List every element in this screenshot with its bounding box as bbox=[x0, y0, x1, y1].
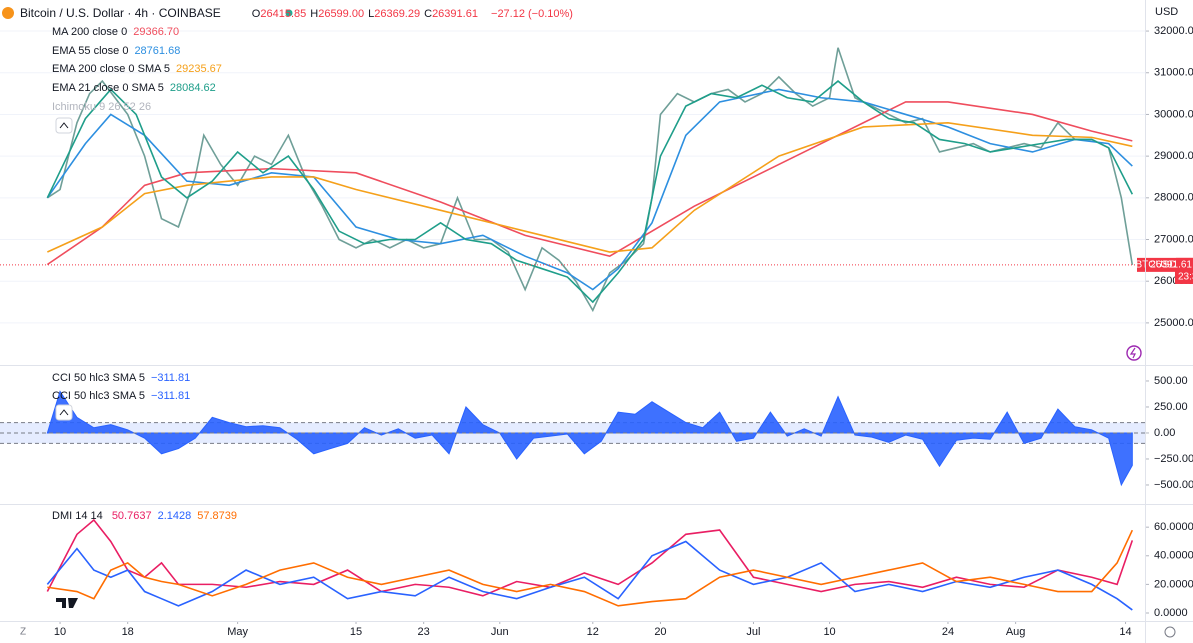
x-tick-label: 12 bbox=[587, 626, 599, 638]
pane: 500.00 250.00 0.00 −250.00 −500.00 bbox=[0, 375, 1193, 491]
ohlc-value: 26391.61 bbox=[432, 8, 478, 20]
legend-name: EMA 55 close 0 bbox=[52, 44, 129, 57]
price-tag-value: 26391.61 bbox=[1150, 260, 1192, 271]
series-line bbox=[46, 101, 1133, 266]
symbol-tag-text: BTCUSD bbox=[1135, 260, 1176, 271]
collapse-button[interactable] bbox=[55, 117, 73, 134]
legend-item: CCI 50 hlc3 SMA 5 −311.81 bbox=[52, 369, 196, 387]
y-tick-label: 60.0000 bbox=[1154, 521, 1193, 533]
y-tick-label: 40.0000 bbox=[1154, 550, 1193, 562]
series-line bbox=[47, 529, 1134, 607]
plot bbox=[0, 390, 1145, 487]
x-tick-label: 20 bbox=[654, 626, 666, 638]
x-tick-label: 18 bbox=[122, 626, 134, 638]
x-tick-label: Aug bbox=[1006, 626, 1026, 638]
x-tick-label: Jun bbox=[491, 626, 509, 638]
status-dot bbox=[285, 9, 293, 17]
legend-value: 29366.70 bbox=[133, 26, 180, 38]
y-tick-label: 500.00 bbox=[1154, 375, 1188, 387]
ohlc: O26415.85 H26599.00 L26369.29 C26391.61 bbox=[252, 8, 482, 20]
y-tick-label: 29000.00 bbox=[1154, 150, 1193, 162]
legend-item-hidden: Ichimoku 9 26 52 26 bbox=[52, 101, 152, 113]
dmi-title: DMI 14 14 bbox=[52, 510, 103, 522]
ohlc-label: O bbox=[251, 8, 261, 20]
legend-item: CCI 50 hlc3 SMA 5 −311.81 bbox=[52, 387, 196, 405]
timezone-button[interactable]: Z bbox=[20, 627, 26, 638]
series-line bbox=[46, 540, 1133, 611]
price-tag-wide bbox=[1176, 257, 1193, 284]
legend-value: −311.81 bbox=[150, 390, 191, 402]
y-tick-label: 28000.00 bbox=[1154, 192, 1193, 204]
legend-value: 2.1428 bbox=[157, 510, 192, 522]
legend-item: MA 200 close 0 29366.70 bbox=[52, 23, 185, 41]
legend-name: MA 200 close 0 bbox=[52, 26, 128, 38]
y-tick-label: −250.00 bbox=[1154, 453, 1193, 465]
ohlc-label: L bbox=[368, 8, 375, 20]
y-tick-label: 25000.00 bbox=[1154, 317, 1193, 329]
series-line bbox=[47, 121, 1133, 253]
y-tick-label: −500.00 bbox=[1154, 479, 1193, 491]
legend-value: 28761.68 bbox=[134, 44, 181, 57]
legend-item: EMA 55 close 0 28761.68 bbox=[52, 42, 186, 60]
legend-name: CCI 50 hlc3 SMA 5 bbox=[52, 390, 145, 402]
dmi-legend: DMI 14 14 50.7637 2.1428 57.8739 bbox=[52, 507, 243, 525]
x-tick-label: 10 bbox=[54, 626, 66, 638]
legend-name: EMA 200 close 0 SMA 5 bbox=[52, 63, 171, 76]
ohlc-label: C bbox=[424, 8, 433, 20]
ohlc-label: H bbox=[310, 8, 319, 20]
y-tick-label: 0.0000 bbox=[1154, 607, 1188, 619]
ohlc-value: 26369.29 bbox=[374, 8, 421, 20]
plot bbox=[46, 518, 1134, 611]
header: Bitcoin / U.S. Dollar · 4h · COINBASE O2… bbox=[20, 4, 579, 22]
series-line bbox=[46, 80, 1134, 304]
pane: 0.0000 20.0000 40.0000 60.0000 10 18 May 15 23 Ju… bbox=[46, 518, 1193, 638]
price-tag-countdown: 23:31 bbox=[1178, 272, 1193, 283]
cci-legend: CCI 50 hlc3 SMA 5 −311.81 CCI 50 hlc3 SMA … bbox=[52, 369, 196, 402]
x-tick-label: 10 bbox=[823, 626, 835, 638]
legend-value: −311.81 bbox=[150, 372, 191, 384]
x-tick-label: 23 bbox=[418, 626, 430, 638]
x-tick-label: May bbox=[227, 626, 248, 638]
y-tick-label: 0.00 bbox=[1154, 427, 1175, 439]
series-area bbox=[46, 390, 1133, 487]
y-tick-label: 250.00 bbox=[1154, 401, 1188, 413]
currency: USD bbox=[1155, 6, 1179, 18]
tv-logo bbox=[56, 598, 78, 608]
ohlc-value: 26415.85 bbox=[260, 8, 307, 20]
x-tick-label: 24 bbox=[942, 626, 954, 638]
legend-name: CCI 50 hlc3 SMA 5 bbox=[52, 372, 145, 384]
y-tick-label: 32000.00 bbox=[1154, 25, 1193, 37]
symbol-title: Bitcoin / U.S. Dollar · 4h · COINBASE bbox=[20, 6, 221, 20]
y-tick-label: 27000.00 bbox=[1154, 233, 1193, 245]
legend-item: EMA 21 close 0 SMA 5 28084.62 bbox=[52, 79, 222, 97]
legend-value: 28084.62 bbox=[169, 82, 216, 95]
y-tick-label: 20.0000 bbox=[1154, 578, 1193, 590]
legend-value: 57.8739 bbox=[197, 510, 237, 522]
settings-icon[interactable] bbox=[1164, 626, 1176, 638]
plot bbox=[0, 30, 1145, 324]
legend-value: 29235.67 bbox=[176, 63, 222, 76]
ohlc-value: 26599.00 bbox=[318, 8, 365, 20]
pane: 25000.0026000.0027000.0028000.0029000.00… bbox=[0, 25, 1193, 329]
x-tick-label: 15 bbox=[350, 626, 362, 638]
collapse-icon bbox=[59, 122, 69, 129]
collapse-button[interactable] bbox=[55, 404, 73, 421]
change: −27.12 (−0.10%) bbox=[491, 8, 573, 20]
series-line bbox=[46, 88, 1133, 291]
legend-name: EMA 21 close 0 SMA 5 bbox=[52, 82, 164, 95]
bitcoin-icon bbox=[2, 7, 14, 19]
y-tick-label: 30000.00 bbox=[1154, 108, 1193, 120]
legend-item: EMA 200 close 0 SMA 5 29235.67 bbox=[52, 60, 228, 78]
legend-value: 50.7637 bbox=[111, 510, 152, 522]
x-tick-label: 14 bbox=[1119, 626, 1131, 638]
collapse-icon bbox=[59, 409, 69, 416]
x-tick-label: Jul bbox=[746, 626, 760, 638]
alert-icon-bolt bbox=[1129, 347, 1136, 359]
y-tick-label: 31000.00 bbox=[1154, 67, 1193, 79]
alert-icon[interactable] bbox=[1126, 345, 1142, 361]
symbol-tag bbox=[1137, 257, 1175, 272]
